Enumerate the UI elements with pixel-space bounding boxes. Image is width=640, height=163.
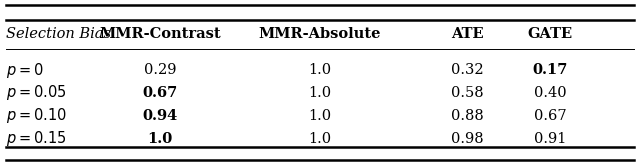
Text: Selection Bias: Selection Bias — [6, 27, 111, 41]
Text: 0.40: 0.40 — [534, 86, 566, 100]
Text: 0.88: 0.88 — [451, 109, 484, 123]
Text: 0.91: 0.91 — [534, 132, 566, 146]
Text: 1.0: 1.0 — [308, 86, 332, 100]
Text: ATE: ATE — [451, 27, 483, 41]
Text: 0.17: 0.17 — [532, 63, 568, 77]
Text: 1.0: 1.0 — [308, 132, 332, 146]
Text: 0.67: 0.67 — [142, 86, 178, 100]
Text: 0.29: 0.29 — [144, 63, 176, 77]
Text: MMR-Absolute: MMR-Absolute — [259, 27, 381, 41]
Text: 1.0: 1.0 — [308, 63, 332, 77]
Text: 0.98: 0.98 — [451, 132, 483, 146]
Text: MMR-Contrast: MMR-Contrast — [99, 27, 221, 41]
Text: 1.0: 1.0 — [147, 132, 173, 146]
Text: 1.0: 1.0 — [308, 109, 332, 123]
Text: $p=0.10$: $p=0.10$ — [6, 106, 67, 125]
Text: $p=0.05$: $p=0.05$ — [6, 83, 67, 102]
Text: GATE: GATE — [528, 27, 573, 41]
Text: $p=0.15$: $p=0.15$ — [6, 129, 67, 148]
Text: 0.94: 0.94 — [142, 109, 178, 123]
Text: 0.67: 0.67 — [534, 109, 566, 123]
Text: 0.32: 0.32 — [451, 63, 483, 77]
Text: $p=0$: $p=0$ — [6, 61, 44, 80]
Text: 0.58: 0.58 — [451, 86, 483, 100]
